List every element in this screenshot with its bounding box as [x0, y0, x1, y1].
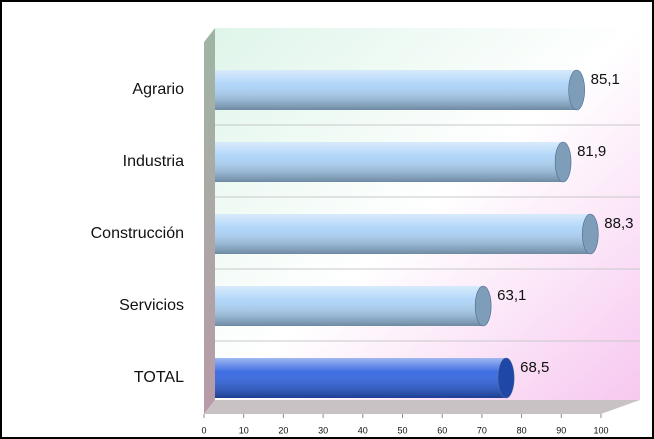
category-label: TOTAL: [134, 369, 184, 386]
x-tick-label: 0: [201, 425, 206, 435]
bar-cap-shade: [568, 70, 585, 110]
bar-cap: [497, 357, 515, 399]
bar-cap: [554, 141, 572, 183]
x-tick-label: 40: [358, 425, 368, 435]
category-label: Industria: [123, 153, 184, 170]
value-label: 81,9: [577, 143, 606, 160]
bar-cap: [568, 69, 585, 111]
value-label: 68,5: [520, 359, 549, 376]
bar-cap: [474, 285, 492, 327]
x-tick-label: 90: [556, 425, 566, 435]
value-label: 85,1: [591, 71, 620, 88]
bar-cap-shade: [475, 286, 492, 326]
x-tick-label: 100: [593, 425, 608, 435]
x-tick-label: 50: [397, 425, 407, 435]
x-tick-label: 30: [318, 425, 328, 435]
category-label: Construcción: [91, 225, 184, 242]
bar-shade: [215, 358, 507, 398]
bar-shade: [215, 70, 577, 110]
bar-cap-shade: [555, 142, 572, 182]
x-tick-label: 10: [239, 425, 249, 435]
bar-shade: [215, 214, 591, 254]
value-label: 63,1: [497, 287, 526, 304]
x-tick-label: 70: [477, 425, 487, 435]
bar-shade: [215, 142, 564, 182]
bar-cap-shade: [498, 358, 515, 398]
category-label: Servicios: [119, 297, 184, 314]
bar-cap-shade: [582, 214, 599, 254]
category-label: Agrario: [132, 81, 184, 98]
bar-shade: [215, 286, 484, 326]
x-tick-label: 20: [278, 425, 288, 435]
x-tick-label: 60: [437, 425, 447, 435]
floor: [204, 400, 640, 414]
side-wall: [204, 28, 215, 414]
x-tick-label: 80: [517, 425, 527, 435]
value-label: 88,3: [604, 215, 633, 232]
bar-cap: [581, 213, 599, 255]
